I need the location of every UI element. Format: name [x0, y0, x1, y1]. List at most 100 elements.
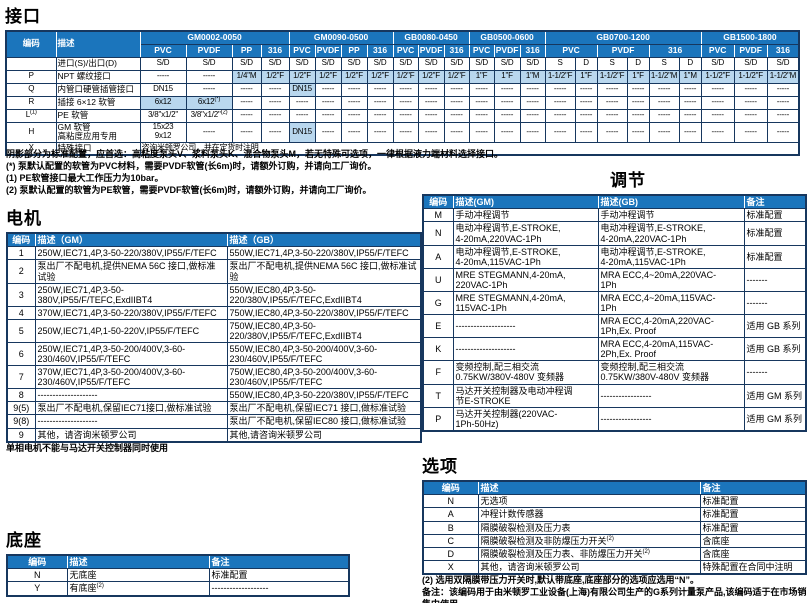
table-row: 9(5) 泵出厂不配电机,保留IEC71接口,做标准试验 泵出厂不配电机,保留IEC…	[6, 401, 422, 416]
header-cell: 316	[766, 43, 800, 58]
cell: S/D	[700, 56, 735, 71]
cell: 进口(S)/出口(D)	[55, 56, 141, 71]
header-cell: 316	[260, 43, 290, 58]
cell: 3/8"x1/2"	[139, 108, 187, 123]
header-cell: PVDF	[493, 43, 521, 58]
cell: N	[422, 221, 454, 246]
cell: -----	[260, 121, 290, 143]
cell: 电动冲程调节,E-STROKE, 4-20mA,115VAC-1Ph	[452, 244, 599, 269]
header-cell: PVC	[468, 43, 495, 58]
cell: MRA ECC,4-20mA,115VAC- 2Ph,Ex. Proof	[597, 337, 745, 362]
cell: -----	[493, 82, 521, 97]
table-row: R 插接 6×12 软管 6x12 6x12(*) ----- ----- ----- ---…	[5, 95, 800, 110]
cell: 变频控制,配三相交流 0.75KW/380V-480V 变频器	[597, 360, 745, 385]
header-cell: 描述	[477, 480, 701, 496]
header-cell: 316	[443, 43, 470, 58]
table-row: K -------------------- MRA ECC,4-20mA,115V…	[422, 337, 807, 362]
cell: -----	[366, 121, 394, 143]
cell: 2	[6, 259, 36, 284]
cell: -----	[700, 108, 735, 123]
cell: -----	[468, 108, 495, 123]
cell: -------	[743, 360, 807, 385]
cell: 内管口硬管插管接口	[55, 82, 141, 97]
cell: 250W,IEC71,4P,3-50-220/380V,IP55/F/TEFC	[34, 246, 228, 261]
cell: -----	[678, 82, 702, 97]
cell: S/D	[733, 56, 768, 71]
cell: -----	[519, 108, 546, 123]
cell: A	[422, 244, 454, 269]
cell: -----	[596, 95, 628, 110]
header-cell: PVDF	[596, 43, 650, 58]
header-row: 编码 描述 备注	[6, 554, 350, 570]
header-row: 编码 描述(GM) 描述(GB) 备注	[422, 194, 807, 210]
table-row: P 马达开关控制器(220VAC- 1Ph-50Hz) ---------------…	[422, 406, 807, 432]
cell: -----	[139, 69, 187, 84]
cell: B	[422, 520, 479, 535]
cell: P	[5, 69, 57, 84]
cell: -----	[392, 82, 419, 97]
cell: F	[422, 360, 454, 385]
cell: U	[422, 267, 454, 292]
cell: L(1)	[5, 108, 57, 123]
cell: 特殊接口	[55, 141, 141, 156]
cell: --------------------	[34, 388, 228, 403]
cell: 1-1/2"F	[700, 69, 735, 84]
note-line: (2) 选用双隔膜带压力开关时,默认带底座,底座部分的选项应选用“N”。	[422, 574, 700, 585]
cell	[5, 56, 57, 71]
cell: 1-1/2"F	[544, 69, 576, 84]
table-row: N 无底座 标准配置	[6, 568, 350, 583]
base-table: 编码 描述 备注 N 无底座 标准配置 Y 有底座(2) -------------------	[6, 554, 350, 597]
cell: -----	[417, 108, 445, 123]
cell: -----	[678, 121, 702, 143]
cell: -----	[519, 121, 546, 143]
cell: 1"F	[468, 69, 495, 84]
cell: 标准配置	[743, 244, 807, 269]
cell: MRA ECC,4~20mA,115VAC- 1Ph	[597, 290, 745, 316]
cell: DN15	[288, 121, 316, 143]
note-line: 单相电机不能与马达开关控制器同时使用	[6, 442, 169, 453]
cell: S/D	[766, 56, 800, 71]
cell: -----	[231, 121, 262, 143]
table-row: 6 250W,IEC71,4P,3-50-200/400V,3-60-230/46…	[6, 341, 422, 367]
cell: --------------------	[34, 414, 228, 429]
table-row: X 其他，请咨询米顿罗公司 特殊配置在合同中注明	[422, 559, 807, 575]
cell: 适用 GM 系列	[743, 383, 807, 408]
cell: 标准配置	[699, 520, 807, 535]
options-section: 选项 编码 描述 备注 N 无选项 标准配置 A 冲程计数传感器 标准配置 B 隔膜破裂检测及压力表…	[422, 452, 807, 603]
cell: -----	[185, 121, 233, 143]
header-cell: GB0080-0450	[392, 30, 470, 45]
cell: -----	[626, 82, 650, 97]
cell: 含底座	[699, 546, 807, 561]
cell: 泵出厂不配电机,保留IEC71 接口,做标准试验	[226, 401, 422, 416]
cell: -----	[443, 95, 470, 110]
cell: -----	[733, 82, 768, 97]
cell: 550W,IEC80,4P,3-50-200/400V,3-60-230/460…	[226, 341, 422, 367]
cell: 750W,IEC80,4P,3-50-220/380V,IP55/F/TEFC,…	[226, 318, 422, 343]
header-cell: PP	[231, 43, 262, 58]
cell: S/D	[392, 56, 419, 71]
cell: 1/4"M	[231, 69, 262, 84]
cell: 泵出厂不配电机,提供NEMA 56C 接口,做标准试验	[226, 259, 422, 284]
cell: 3	[6, 282, 36, 307]
cell: -----	[596, 121, 628, 143]
cell: -----	[766, 121, 800, 143]
cell: 6x12	[139, 95, 187, 110]
cell: -----	[260, 82, 290, 97]
cell: 6x12(*)	[185, 95, 233, 110]
cell: DN15	[139, 82, 187, 97]
cell: 隔膜破裂检测及压力表、非防爆压力开关(2)	[477, 546, 701, 561]
cell: -----	[231, 108, 262, 123]
cell: MRA ECC,4~20mA,220VAC- 1Ph	[597, 267, 745, 292]
cell: G	[422, 290, 454, 316]
table-row: 7 370W,IEC71,4P,3-50-200/400V,3-60-230/46…	[6, 365, 422, 390]
options-notes: (2) 选用双隔膜带压力开关时,默认带底座,底座部分的选项应选用“N”。 备注：该…	[422, 575, 807, 603]
options-table: 编码 描述 备注 N 无选项 标准配置 A 冲程计数传感器 标准配置 B 隔膜破裂检测及压力表 标准配…	[422, 480, 807, 575]
table-row: T 马达开关控制器及电动冲程调 节E-STROKE -----------------…	[422, 383, 807, 408]
cell: S/D	[340, 56, 368, 71]
cell: S/D	[468, 56, 495, 71]
cell: -----	[544, 108, 576, 123]
table-row: E -------------------- MRA ECC,4-20mA,220V…	[422, 314, 807, 339]
table-row: G MRE STEGMANN,4-20mA, 115VAC-1Ph MRA ECC,4…	[422, 290, 807, 316]
cell: 9(5)	[6, 401, 36, 416]
cell: -----	[340, 82, 368, 97]
